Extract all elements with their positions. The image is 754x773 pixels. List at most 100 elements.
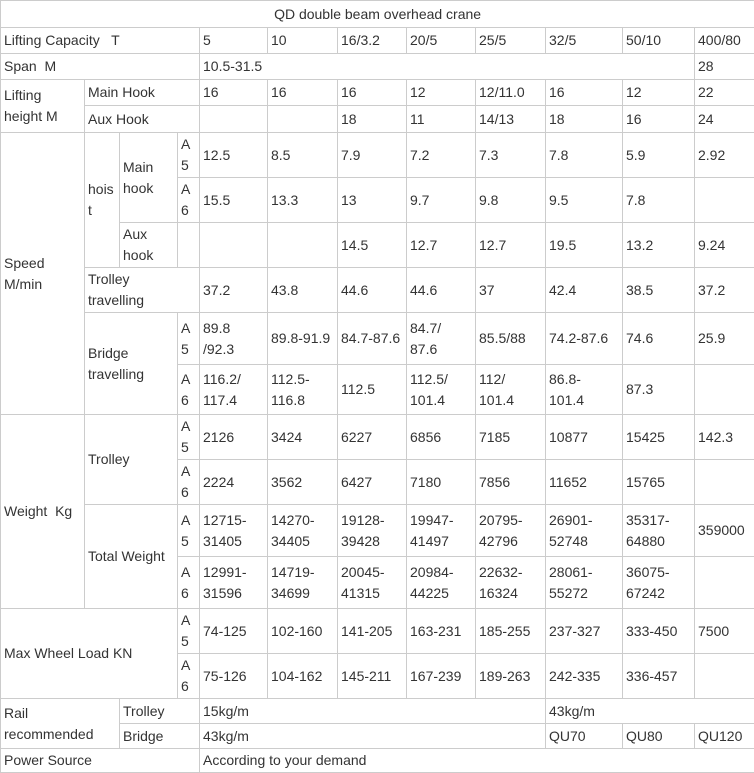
rail-qu80-cell: QU80 xyxy=(623,724,695,749)
capacity-col-header: 20/5 xyxy=(407,28,476,54)
value-cell: 3562 xyxy=(268,460,338,505)
row-lifting-capacity: Lifting Capacity T 5 10 16/3.2 20/5 25/5… xyxy=(1,28,754,54)
rail-qu70-cell: QU70 xyxy=(546,724,623,749)
power-source-value: According to your demand xyxy=(200,749,754,773)
value-cell xyxy=(695,557,754,609)
value-cell xyxy=(200,106,268,133)
value-cell: 7185 xyxy=(476,415,546,460)
main-hook-label: Main Hook xyxy=(85,80,200,106)
row-rail-trolley: Rail recommended Trolley 15kg/m 43kg/m xyxy=(1,699,754,724)
row-title: QD double beam overhead crane xyxy=(1,1,754,28)
value-cell: 189-263 xyxy=(476,654,546,699)
value-cell: 7.8 xyxy=(546,133,623,178)
value-cell: 15425 xyxy=(623,415,695,460)
value-cell: 36075- 67242 xyxy=(623,557,695,609)
value-cell: 89.8 /92.3 xyxy=(200,313,268,365)
value-cell: 74-125 xyxy=(200,609,268,654)
value-cell: 84.7-87.6 xyxy=(338,313,407,365)
value-cell: 20984- 44225 xyxy=(407,557,476,609)
row-power-source: Power Source According to your demand xyxy=(1,749,754,773)
row-weight-trolley-a5: Weight Kg Trolley A5 2126 3424 6227 6856… xyxy=(1,415,754,460)
value-cell: 237-327 xyxy=(546,609,623,654)
value-cell: 14/13 xyxy=(476,106,546,133)
value-cell: 7.8 xyxy=(623,178,695,223)
value-cell: 19.5 xyxy=(546,223,623,268)
weight-trolley-label: Trolley xyxy=(85,415,178,505)
value-cell xyxy=(695,178,754,223)
rail-bridge-label: Bridge xyxy=(120,724,200,749)
value-cell: 18 xyxy=(338,106,407,133)
value-cell: 84.7/ 87.6 xyxy=(407,313,476,365)
value-cell: 14.5 xyxy=(338,223,407,268)
value-cell: 20795- 42796 xyxy=(476,505,546,557)
value-cell: 16 xyxy=(338,80,407,106)
value-cell: 12/11.0 xyxy=(476,80,546,106)
value-cell: 7.9 xyxy=(338,133,407,178)
bridge-travelling-label: Bridge travelling xyxy=(85,313,178,415)
value-cell: 2126 xyxy=(200,415,268,460)
value-cell: 38.5 xyxy=(623,268,695,313)
value-cell: 18 xyxy=(546,106,623,133)
value-cell: 85.5/88 xyxy=(476,313,546,365)
value-cell: 242-335 xyxy=(546,654,623,699)
grade-cell: A5 xyxy=(178,313,200,365)
grade-cell: A5 xyxy=(178,609,200,654)
span-range-cell: 10.5-31.5 xyxy=(200,54,695,80)
trolley-travelling-label: Trolley travelling xyxy=(85,268,200,313)
rail-bridge-left-cell: 43kg/m xyxy=(200,724,546,749)
grade-cell: A6 xyxy=(178,365,200,415)
value-cell: 15.5 xyxy=(200,178,268,223)
value-cell: 12 xyxy=(623,80,695,106)
value-cell: 16 xyxy=(200,80,268,106)
value-cell: 37.2 xyxy=(200,268,268,313)
hoist-label: hoist xyxy=(85,133,120,268)
value-cell: 12715- 31405 xyxy=(200,505,268,557)
value-cell: 2224 xyxy=(200,460,268,505)
value-cell: 44.6 xyxy=(407,268,476,313)
value-cell xyxy=(268,223,338,268)
value-cell: 102-160 xyxy=(268,609,338,654)
speed-aux-hook-label: Aux hook xyxy=(120,223,178,268)
value-cell: 7.2 xyxy=(407,133,476,178)
value-cell: 112.5- 116.8 xyxy=(268,365,338,415)
total-weight-label: Total Weight xyxy=(85,505,178,609)
row-height-main-hook: Lifting height M Main Hook 16 16 16 12 1… xyxy=(1,80,754,106)
value-cell: 22 xyxy=(695,80,754,106)
value-cell: 89.8-91.9 xyxy=(268,313,338,365)
value-cell: 9.24 xyxy=(695,223,754,268)
value-cell: 163-231 xyxy=(407,609,476,654)
value-cell: 145-211 xyxy=(338,654,407,699)
value-cell: 167-239 xyxy=(407,654,476,699)
lifting-height-label: Lifting height M xyxy=(1,80,85,133)
grade-cell: A5 xyxy=(178,505,200,557)
value-cell: 142.3 xyxy=(695,415,754,460)
value-cell: 11 xyxy=(407,106,476,133)
grade-cell: A6 xyxy=(178,460,200,505)
row-speed-main-hook-a5: Speed M/min hoist Main hook A5 12.5 8.5 … xyxy=(1,133,754,178)
grade-cell: A5 xyxy=(178,133,200,178)
value-cell: 185-255 xyxy=(476,609,546,654)
value-cell: 9.5 xyxy=(546,178,623,223)
capacity-col-header: 25/5 xyxy=(476,28,546,54)
value-cell: 25.9 xyxy=(695,313,754,365)
value-cell: 12.7 xyxy=(407,223,476,268)
grade-cell: A6 xyxy=(178,557,200,609)
value-cell: 7.3 xyxy=(476,133,546,178)
value-cell: 9.8 xyxy=(476,178,546,223)
value-cell: 19128- 39428 xyxy=(338,505,407,557)
table-title: QD double beam overhead crane xyxy=(1,1,754,28)
rail-trolley-label: Trolley xyxy=(120,699,200,724)
row-height-aux-hook: Aux Hook 18 11 14/13 18 16 24 xyxy=(1,106,754,133)
value-cell: 74.6 xyxy=(623,313,695,365)
value-cell: 86.8- 101.4 xyxy=(546,365,623,415)
value-cell: 336-457 xyxy=(623,654,695,699)
value-cell: 35317- 64880 xyxy=(623,505,695,557)
value-cell: 20045- 41315 xyxy=(338,557,407,609)
span-label: Span M xyxy=(1,54,200,80)
capacity-col-header: 400/80 xyxy=(695,28,754,54)
row-span: Span M 10.5-31.5 28 xyxy=(1,54,754,80)
value-cell: 7856 xyxy=(476,460,546,505)
grade-cell: A6 xyxy=(178,654,200,699)
value-cell: 9.7 xyxy=(407,178,476,223)
value-cell: 13 xyxy=(338,178,407,223)
